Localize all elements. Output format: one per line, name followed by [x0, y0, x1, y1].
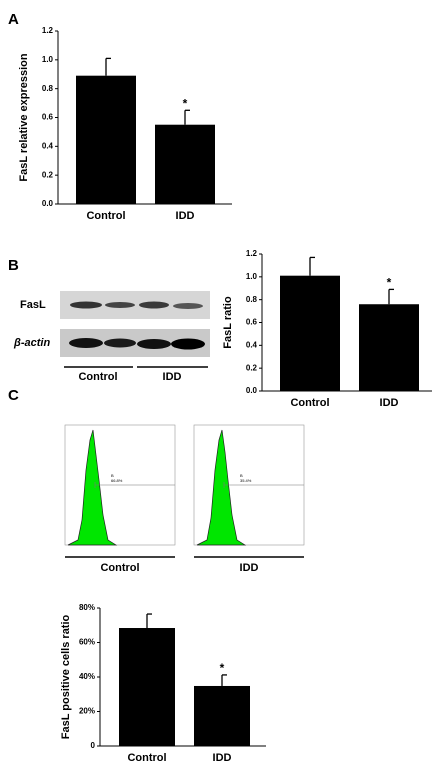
y-tick-label: 80% [79, 603, 95, 612]
band [69, 338, 103, 348]
x-tick-label: Control [290, 397, 329, 409]
band [105, 302, 135, 308]
panel-label: A [8, 11, 19, 28]
group-label: IDD [163, 371, 182, 383]
panel-label: C [8, 387, 19, 404]
bar [119, 628, 175, 746]
y-tick-label: 0.4 [42, 141, 54, 150]
bar [280, 275, 340, 391]
y-tick-label: 1.2 [246, 249, 258, 258]
y-tick-label: 0.8 [246, 295, 258, 304]
group-label: Control [78, 371, 117, 383]
group-label: IDD [240, 562, 259, 574]
group-label: Control [100, 562, 139, 574]
x-tick-label: Control [86, 210, 125, 222]
band [171, 338, 205, 350]
bar [194, 685, 250, 746]
gate-label: B [240, 473, 243, 478]
y-tick-label: 20% [79, 707, 95, 716]
significance-mark: * [220, 661, 225, 675]
gate-label: B [111, 473, 114, 478]
y-tick-label: 60% [79, 638, 95, 647]
band [139, 301, 169, 309]
y-tick-label: 0.2 [42, 170, 54, 179]
gate-percent: 35.4% [240, 478, 252, 483]
blot-row-label: FasL [20, 299, 46, 311]
band [173, 303, 203, 309]
x-tick-label: IDD [213, 752, 232, 764]
y-tick-label: 0.0 [246, 386, 258, 395]
significance-mark: * [387, 276, 392, 290]
y-axis-label: FasL positive cells ratio [60, 614, 72, 739]
significance-mark: * [183, 96, 188, 110]
panel-label: B [8, 257, 19, 274]
bar [76, 75, 136, 204]
band [137, 339, 171, 349]
y-tick-label: 0.4 [246, 340, 258, 349]
y-axis-label: FasL relative expression [18, 53, 30, 181]
y-axis-label: FasL ratio [222, 296, 234, 349]
bar [155, 124, 215, 204]
y-tick-label: 0.6 [42, 113, 54, 122]
y-tick-label: 0.6 [246, 318, 258, 327]
y-tick-label: 0.8 [42, 84, 54, 93]
x-tick-label: Control [127, 752, 166, 764]
y-tick-label: 1.0 [246, 272, 258, 281]
y-tick-label: 0.0 [42, 199, 54, 208]
blot-row-label: β-actin [13, 337, 50, 349]
y-tick-label: 0 [91, 741, 96, 750]
y-tick-label: 40% [79, 672, 95, 681]
band [104, 338, 136, 348]
histogram [67, 429, 118, 546]
y-tick-label: 1.2 [42, 26, 54, 35]
y-tick-label: 1.0 [42, 55, 54, 64]
flow-panel: B 66.8% Control [64, 424, 176, 574]
x-tick-label: IDD [380, 397, 399, 409]
histogram [196, 429, 247, 546]
y-tick-label: 0.2 [246, 363, 258, 372]
blot: FasL β-actin Control IDD [13, 291, 210, 383]
band [70, 301, 102, 309]
bar [359, 304, 419, 391]
gate-percent: 66.8% [111, 478, 123, 483]
x-tick-label: IDD [176, 210, 195, 222]
flow-panel: B 35.4% IDD [193, 424, 305, 574]
